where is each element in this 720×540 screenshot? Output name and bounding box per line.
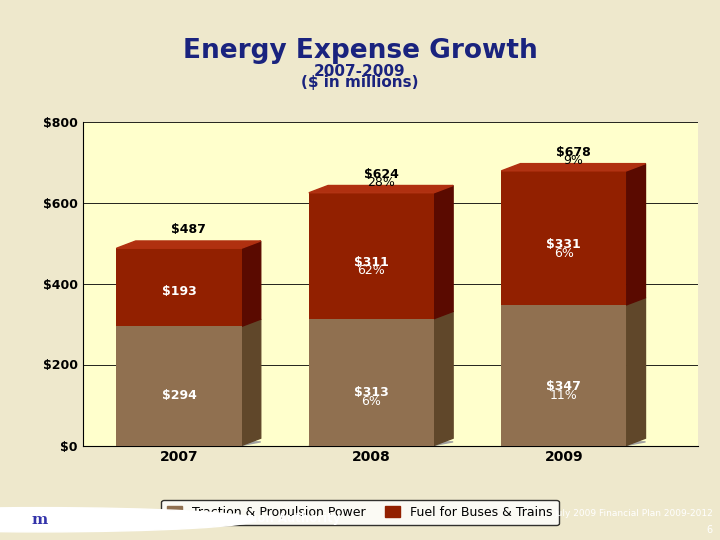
Bar <box>309 193 434 319</box>
Polygon shape <box>626 298 646 446</box>
Bar <box>501 305 626 446</box>
Text: $294: $294 <box>161 389 197 402</box>
Text: 6%: 6% <box>554 247 574 260</box>
Text: $311: $311 <box>354 255 389 268</box>
Polygon shape <box>501 442 646 446</box>
Polygon shape <box>117 442 261 446</box>
Polygon shape <box>241 319 261 446</box>
Text: 28%: 28% <box>367 176 395 189</box>
Polygon shape <box>309 442 453 446</box>
Polygon shape <box>309 186 453 193</box>
Text: Energy Expense Growth: Energy Expense Growth <box>183 38 537 64</box>
Legend: Traction & Propulsion Power, Fuel for Buses & Trains: Traction & Propulsion Power, Fuel for Bu… <box>161 500 559 525</box>
Text: $193: $193 <box>161 285 197 298</box>
Text: $331: $331 <box>546 238 581 251</box>
Text: 11%: 11% <box>550 389 577 402</box>
Text: $487: $487 <box>171 223 206 236</box>
Bar <box>501 171 626 305</box>
Circle shape <box>0 508 256 532</box>
Polygon shape <box>117 241 261 248</box>
Bar <box>309 319 434 445</box>
Bar <box>117 326 241 445</box>
Text: $347: $347 <box>546 380 581 393</box>
Polygon shape <box>241 241 261 326</box>
Polygon shape <box>501 164 646 171</box>
Text: July 2009 Financial Plan 2009-2012: July 2009 Financial Plan 2009-2012 <box>554 509 713 518</box>
Text: 6: 6 <box>706 525 713 535</box>
Polygon shape <box>434 312 453 446</box>
Text: $313: $313 <box>354 386 389 399</box>
Text: 2007-2009: 2007-2009 <box>314 64 406 79</box>
Text: 62%: 62% <box>358 265 385 278</box>
Text: Metropolitan Transportation Authority: Metropolitan Transportation Authority <box>86 512 341 525</box>
Text: $678: $678 <box>556 146 590 159</box>
Text: m: m <box>32 513 48 526</box>
Bar <box>117 248 241 326</box>
Polygon shape <box>434 186 453 319</box>
Text: 9%: 9% <box>564 154 583 167</box>
Text: ($ in millions): ($ in millions) <box>301 75 419 90</box>
Polygon shape <box>626 164 646 305</box>
Text: 6%: 6% <box>361 395 382 408</box>
Text: $624: $624 <box>364 167 398 180</box>
